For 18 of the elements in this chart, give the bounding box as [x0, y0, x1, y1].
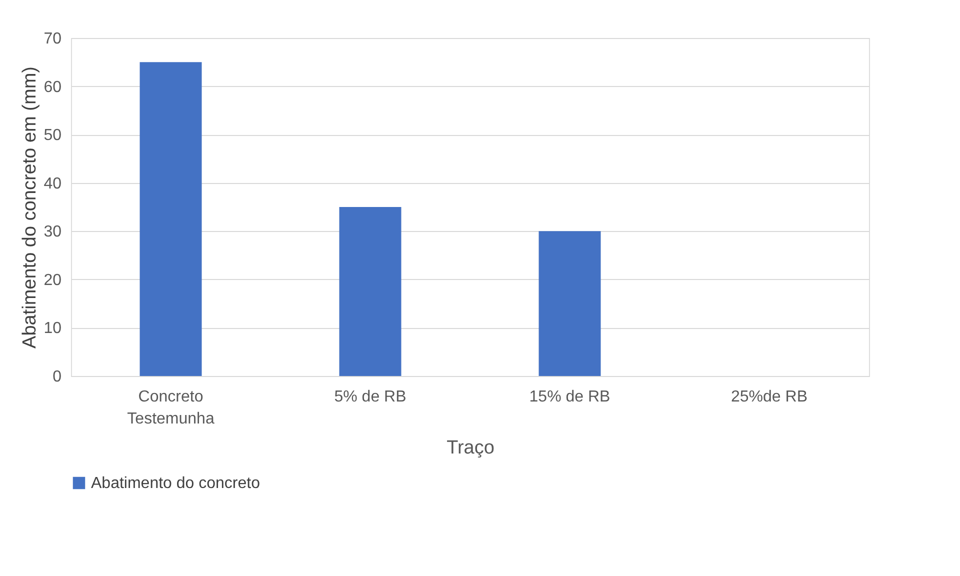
bar [339, 207, 402, 376]
y-tick-label: 70 [44, 30, 62, 48]
y-tick-label: 60 [44, 78, 62, 96]
legend-label: Abatimento do concreto [91, 475, 260, 492]
bar [538, 231, 601, 376]
y-tick-label: 40 [44, 175, 62, 192]
y-tick-label: 0 [52, 368, 62, 386]
y-tick-label: 30 [44, 224, 62, 241]
y-axis-title: Abatimento do concreto em (mm) [20, 66, 41, 348]
x-tick-label: 15% de RB [529, 388, 610, 406]
y-tick-label: 20 [44, 272, 62, 289]
x-axis-title: Traço [446, 438, 494, 458]
y-tick-label: 10 [44, 320, 62, 338]
y-tick-label: 50 [44, 127, 62, 144]
x-tick-label: Concreto Testemunha [127, 388, 214, 428]
bar [140, 62, 202, 376]
x-tick-label: 5% de RB [334, 388, 406, 406]
x-tick-label: 25%de RB [731, 388, 808, 406]
